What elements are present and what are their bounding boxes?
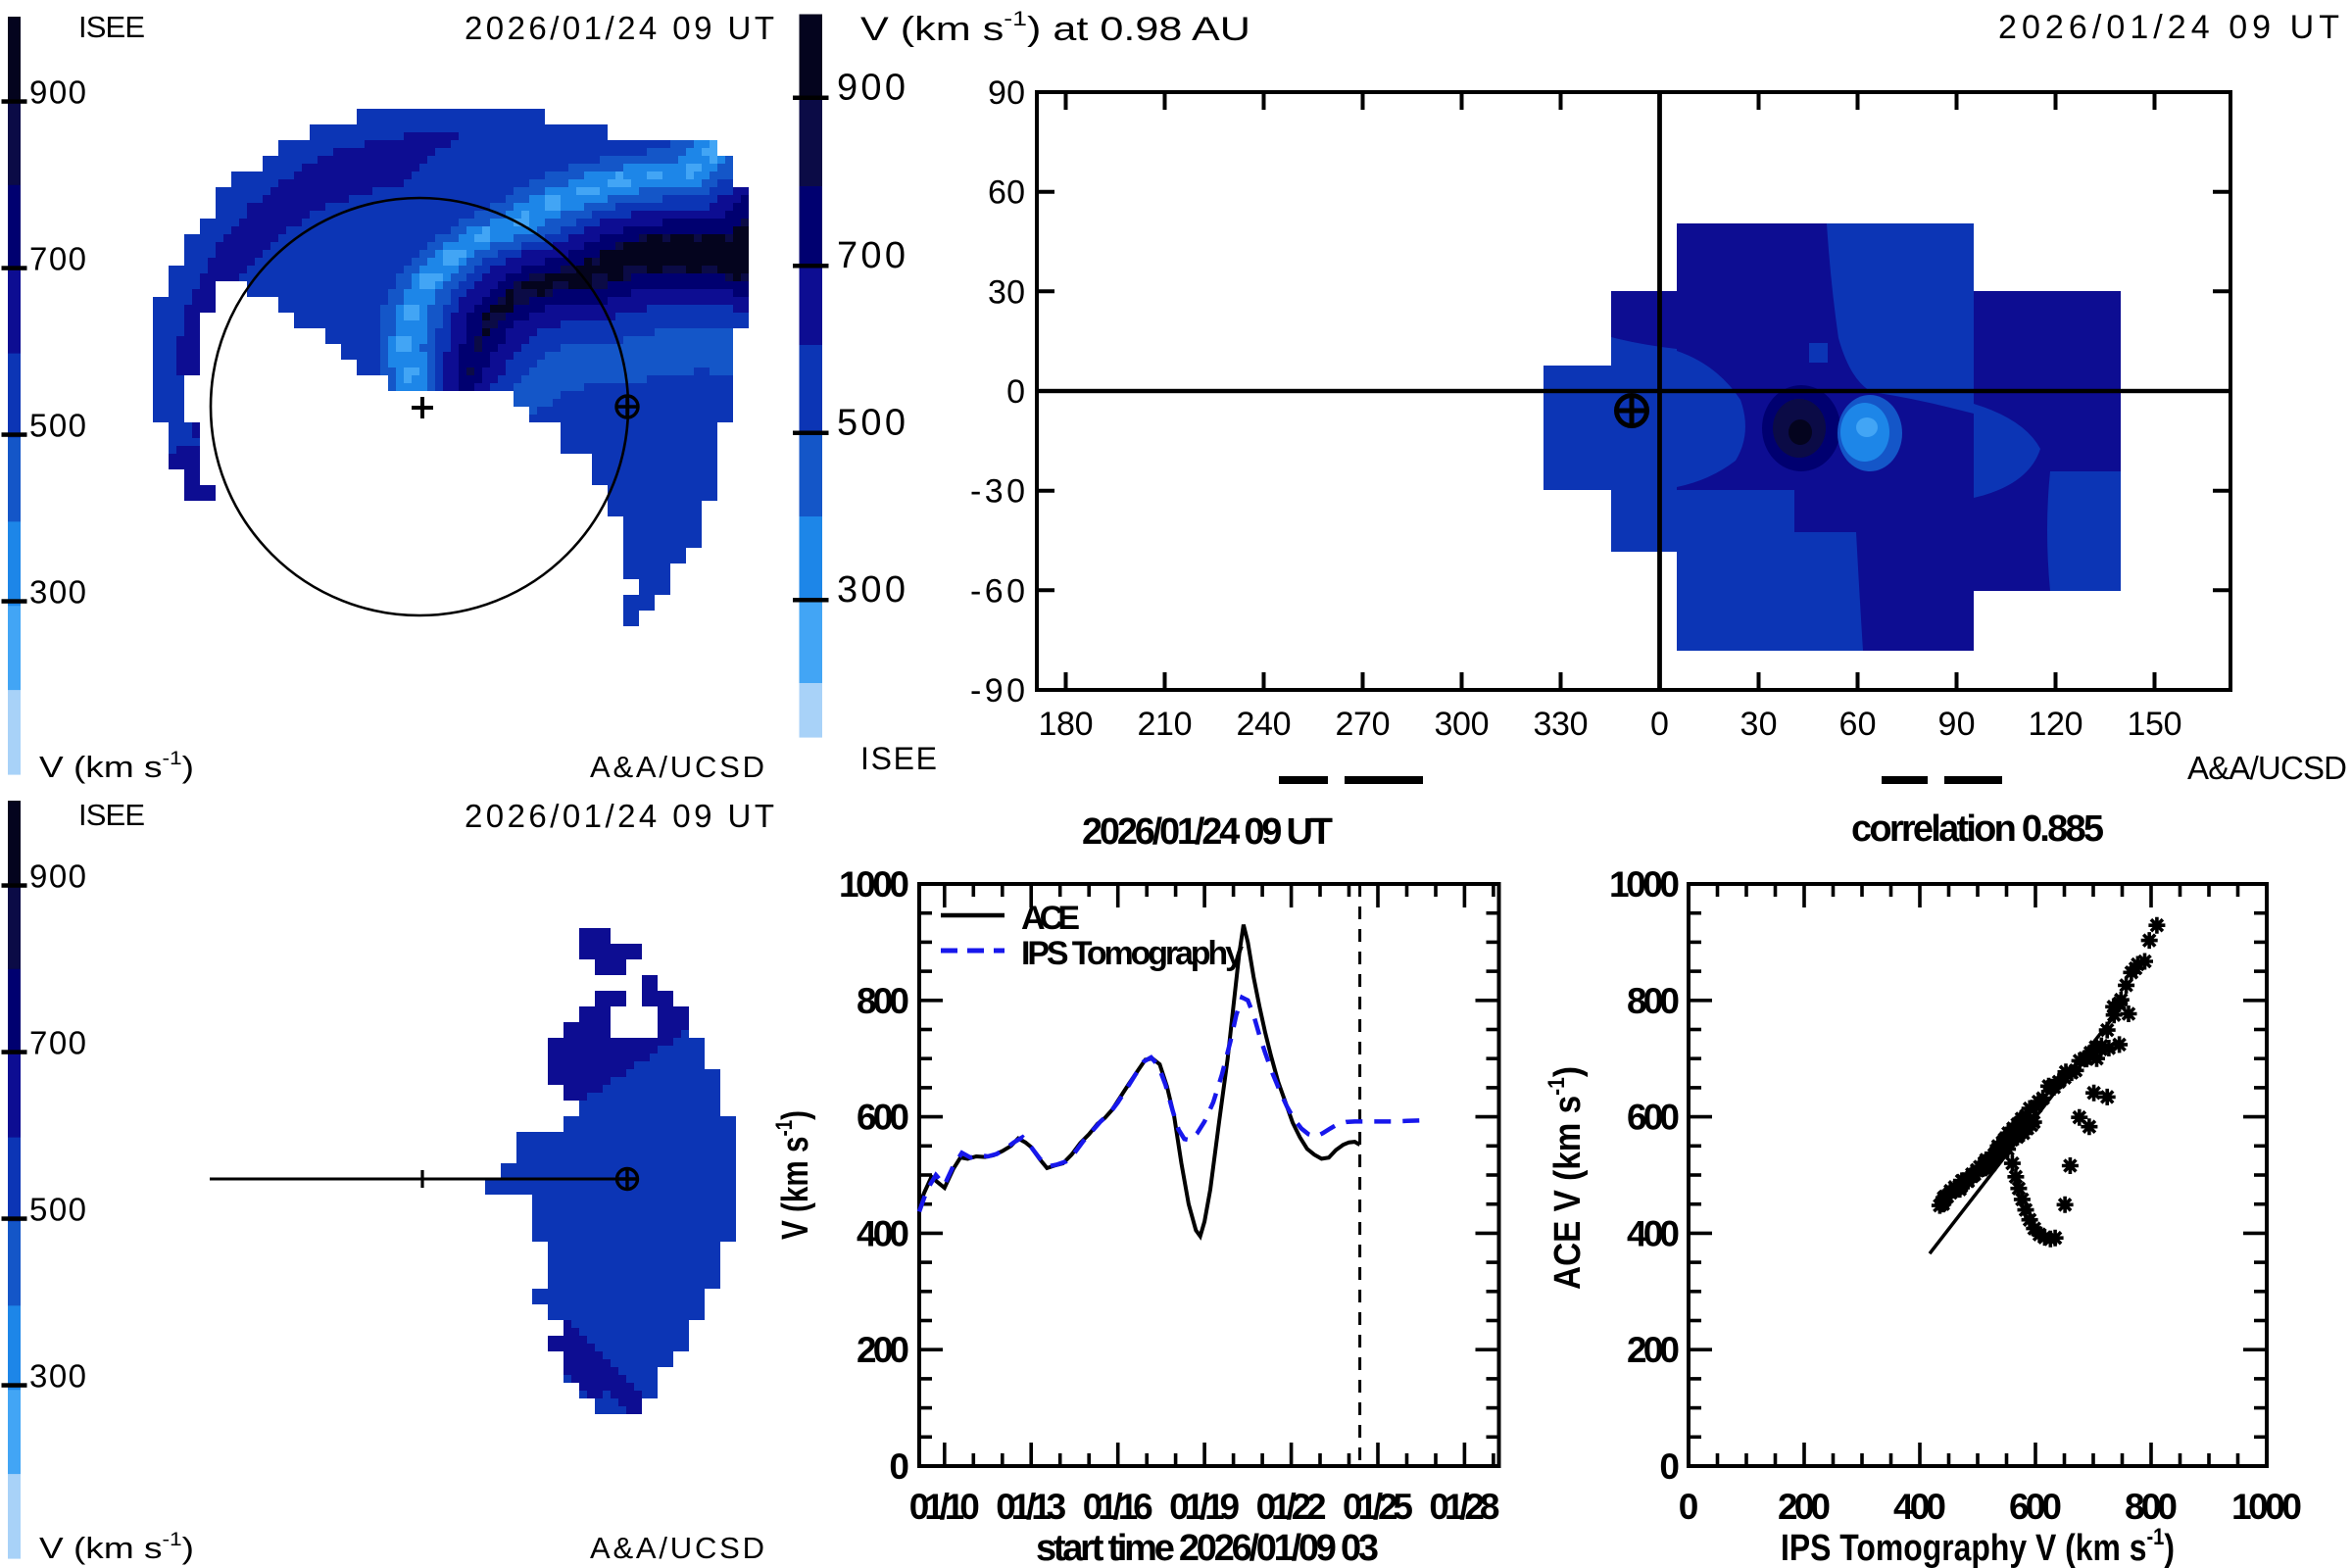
svg-text:ISEE: ISEE [860,741,937,776]
svg-text:210: 210 [1138,706,1193,743]
svg-text:700: 700 [29,1025,86,1061]
svg-text:300: 300 [1435,706,1490,743]
svg-text:2026/01/24 09 UT: 2026/01/24 09 UT [1082,811,1333,853]
svg-text:01/25: 01/25 [1343,1487,1413,1527]
svg-text:180: 180 [1039,706,1094,743]
svg-text:IPS Tomography: IPS Tomography [1021,935,1244,972]
svg-text:800: 800 [857,981,909,1021]
svg-text:V (km s-1) at 0.98 AU: V (km s -1) at 0.98 AU [860,8,1250,48]
svg-text:0: 0 [1679,1487,1699,1527]
svg-text:200: 200 [1778,1487,1831,1527]
svg-text:1000: 1000 [2231,1487,2302,1527]
svg-text:01/28: 01/28 [1429,1487,1499,1527]
svg-text:0: 0 [1650,706,1669,743]
svg-text:2026/01/24 09 UT: 2026/01/24 09 UT [1998,9,2339,46]
svg-text:60: 60 [1839,706,1877,743]
svg-text:01/19: 01/19 [1169,1487,1240,1527]
svg-text:300: 300 [837,569,906,611]
svg-text:ISEE: ISEE [78,798,145,832]
svg-text:1000: 1000 [1609,864,1680,905]
svg-text:120: 120 [2029,706,2083,743]
svg-text:01/22: 01/22 [1256,1487,1327,1527]
svg-text:200: 200 [857,1330,909,1370]
svg-text:300: 300 [29,1358,86,1395]
svg-text:30: 30 [988,273,1025,311]
svg-text:ACE: ACE [1021,900,1080,937]
svg-text:2026/01/24 09 UT: 2026/01/24 09 UT [465,10,774,46]
svg-text:V (km s-1): V (km s-1) [39,749,194,784]
svg-text:ACE V (km s-1): ACE V (km s-1) [1544,1066,1589,1290]
svg-text:60: 60 [988,174,1025,212]
svg-text:900: 900 [837,68,906,109]
svg-text:600: 600 [1627,1098,1680,1138]
svg-text:correlation 0.885: correlation 0.885 [1851,808,2104,850]
svg-text:0: 0 [889,1446,909,1487]
svg-text:500: 500 [29,1192,86,1228]
svg-text:A&A/UCSD: A&A/UCSD [590,750,764,784]
svg-text:400: 400 [1893,1487,1946,1527]
svg-text:01/10: 01/10 [909,1487,980,1527]
svg-text:90: 90 [988,74,1025,112]
svg-text:900: 900 [29,858,86,895]
svg-text:900: 900 [29,74,86,111]
svg-text:IPS Tomography V (km s-1): IPS Tomography V (km s-1) [1781,1524,2175,1568]
svg-text:270: 270 [1336,706,1391,743]
svg-text:-90: -90 [970,672,1025,710]
svg-text:01/16: 01/16 [1083,1487,1153,1527]
svg-text:90: 90 [1938,706,1976,743]
svg-text:300: 300 [29,574,86,611]
svg-text:200: 200 [1627,1330,1680,1370]
svg-text:600: 600 [857,1098,909,1138]
svg-text:800: 800 [1627,981,1680,1021]
svg-text:500: 500 [837,403,906,444]
svg-text:A&A/UCSD: A&A/UCSD [590,1531,764,1565]
svg-text:-60: -60 [970,572,1025,610]
svg-text:2026/01/24 09 UT: 2026/01/24 09 UT [465,798,774,834]
svg-text:240: 240 [1237,706,1292,743]
svg-text:0: 0 [1659,1446,1680,1487]
svg-text:500: 500 [29,408,86,444]
svg-text:800: 800 [2125,1487,2178,1527]
svg-text:700: 700 [837,235,906,276]
svg-text:700: 700 [29,241,86,277]
svg-text:330: 330 [1534,706,1589,743]
svg-text:start time 2026/01/09 03: start time 2026/01/09 03 [1036,1528,1379,1568]
svg-text:400: 400 [857,1213,909,1253]
svg-text:30: 30 [1740,706,1778,743]
svg-text:A&A/UCSD: A&A/UCSD [2187,750,2347,786]
svg-text:1000: 1000 [839,864,909,905]
svg-text:ISEE: ISEE [78,10,145,44]
svg-text:0: 0 [1006,373,1025,411]
svg-text:-30: -30 [970,473,1025,511]
svg-text:150: 150 [2128,706,2182,743]
svg-text:600: 600 [2009,1487,2062,1527]
svg-text:400: 400 [1627,1213,1680,1253]
svg-text:01/13: 01/13 [996,1487,1066,1527]
